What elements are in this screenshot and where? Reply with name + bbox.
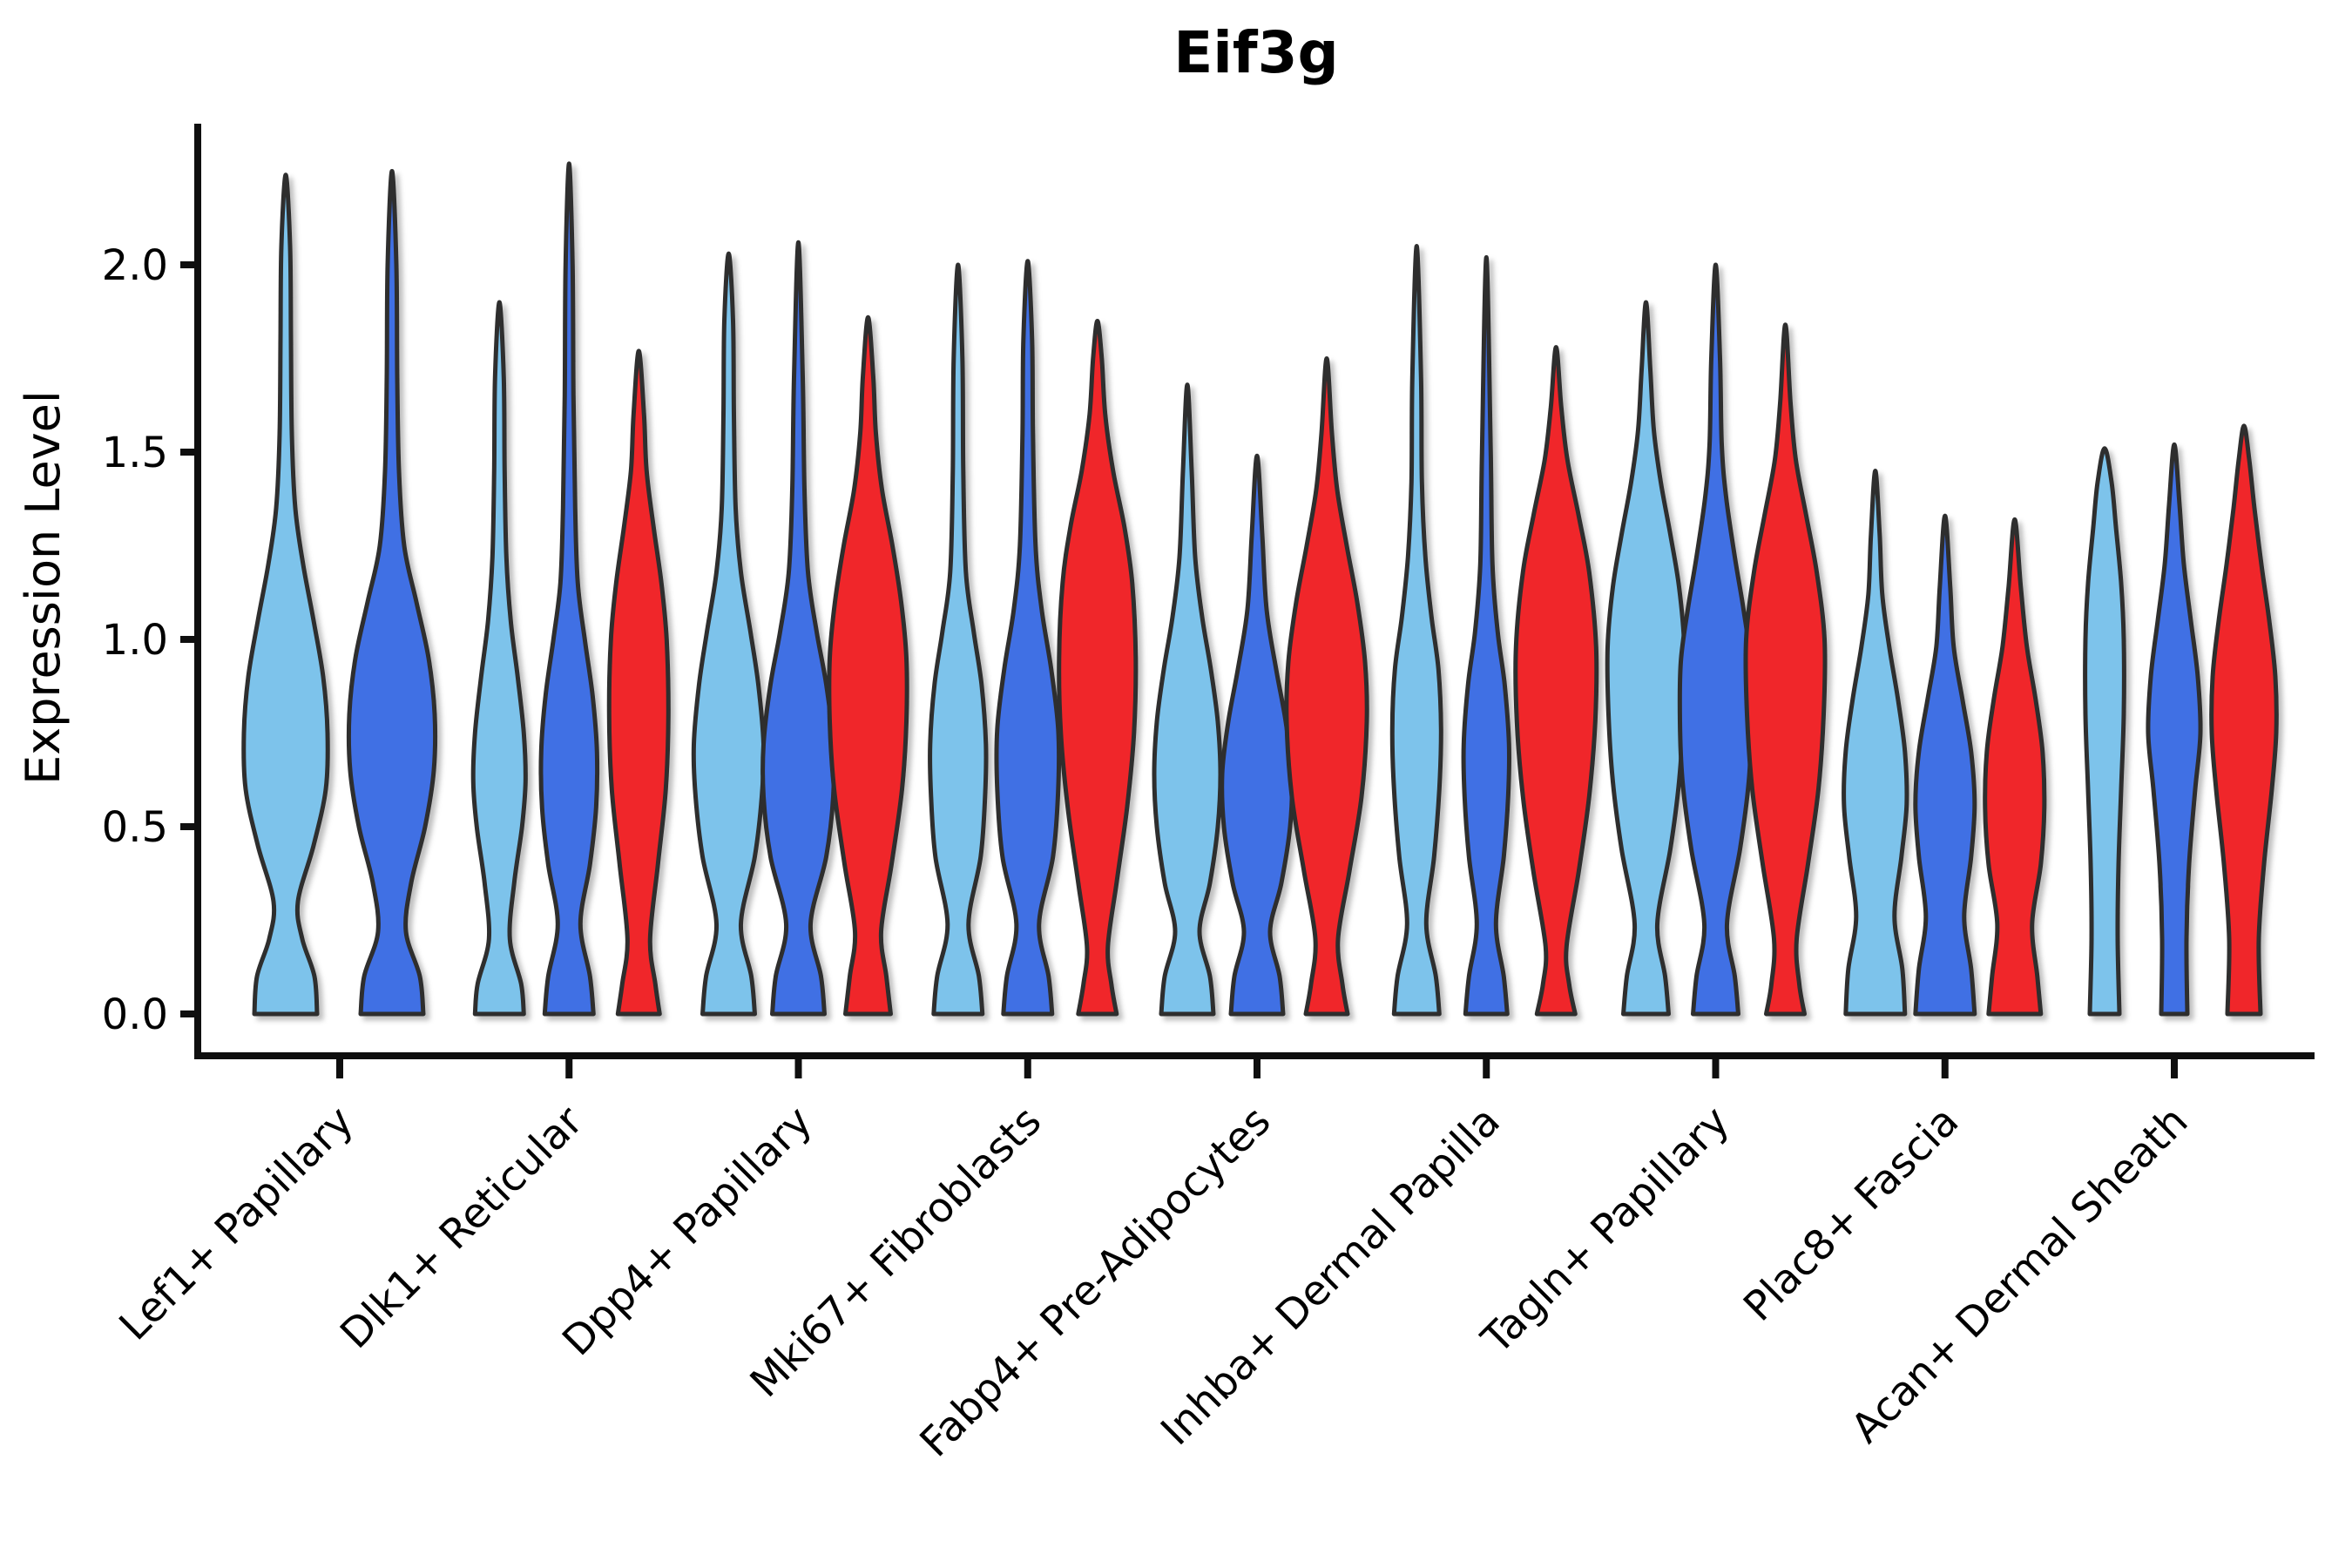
violin-tagln-papillary-red xyxy=(1743,322,1828,1017)
y-tick-label: 1.5 xyxy=(102,429,168,477)
violin-dpp4-papillary-dark_blue xyxy=(760,240,836,1017)
violin-plac8-fascia-light_blue xyxy=(1842,469,1909,1017)
violin-fabp4-pre-adipocytes-dark_blue xyxy=(1220,453,1294,1017)
violin-mki67-fibroblasts-red xyxy=(1057,319,1139,1017)
violin-inhba-dermal-papilla-light_blue xyxy=(1389,244,1443,1017)
violin-mki67-fibroblasts-dark_blue xyxy=(994,259,1062,1017)
y-tick-label: 1.0 xyxy=(102,616,168,665)
chart-title: Eif3g xyxy=(1173,19,1339,86)
x-tick-label: Dlk1+ Reticular xyxy=(331,1097,592,1358)
x-tick-label: Dpp4+ Papillary xyxy=(553,1098,821,1366)
violin-plac8-fascia-dark_blue xyxy=(1913,513,1977,1017)
violin-fabp4-pre-adipocytes-light_blue xyxy=(1152,382,1223,1017)
x-tick-label: Tagln+ Papillary xyxy=(1472,1098,1739,1364)
violin-dpp4-papillary-light_blue xyxy=(691,251,767,1017)
violin-dlk1-reticular-dark_blue xyxy=(538,161,600,1017)
violin-dpp4-papillary-red xyxy=(827,314,909,1017)
violin-acan-dermal-sheath-dark_blue xyxy=(2146,442,2203,1017)
violin-mki67-fibroblasts-light_blue xyxy=(928,262,989,1017)
violin-plac8-fascia-red xyxy=(1983,517,2047,1017)
violin-lef1-papillary-dark_blue xyxy=(346,169,438,1017)
violin-tagln-papillary-light_blue xyxy=(1605,300,1687,1017)
violin-inhba-dermal-papilla-red xyxy=(1513,345,1599,1017)
violin-inhba-dermal-papilla-dark_blue xyxy=(1461,254,1512,1017)
y-tick-label: 0.0 xyxy=(102,990,168,1039)
x-tick-label: Lef1+ Papillary xyxy=(111,1098,363,1350)
violin-fabp4-pre-adipocytes-red xyxy=(1284,356,1369,1017)
violin-acan-dermal-sheath-red xyxy=(2209,423,2279,1017)
violin-lef1-papillary-light_blue xyxy=(241,172,330,1017)
y-tick-label: 2.0 xyxy=(102,241,168,290)
violin-dlk1-reticular-light_blue xyxy=(470,300,528,1017)
y-axis-title: Expression Level xyxy=(16,390,71,785)
violin-acan-dermal-sheath-light_blue xyxy=(2083,446,2126,1017)
y-tick-label: 0.5 xyxy=(102,803,168,852)
violin-tagln-papillary-dark_blue xyxy=(1677,262,1754,1017)
x-tick-label: Plac8+ Fascia xyxy=(1734,1098,1968,1331)
violin-dlk1-reticular-red xyxy=(606,348,671,1017)
